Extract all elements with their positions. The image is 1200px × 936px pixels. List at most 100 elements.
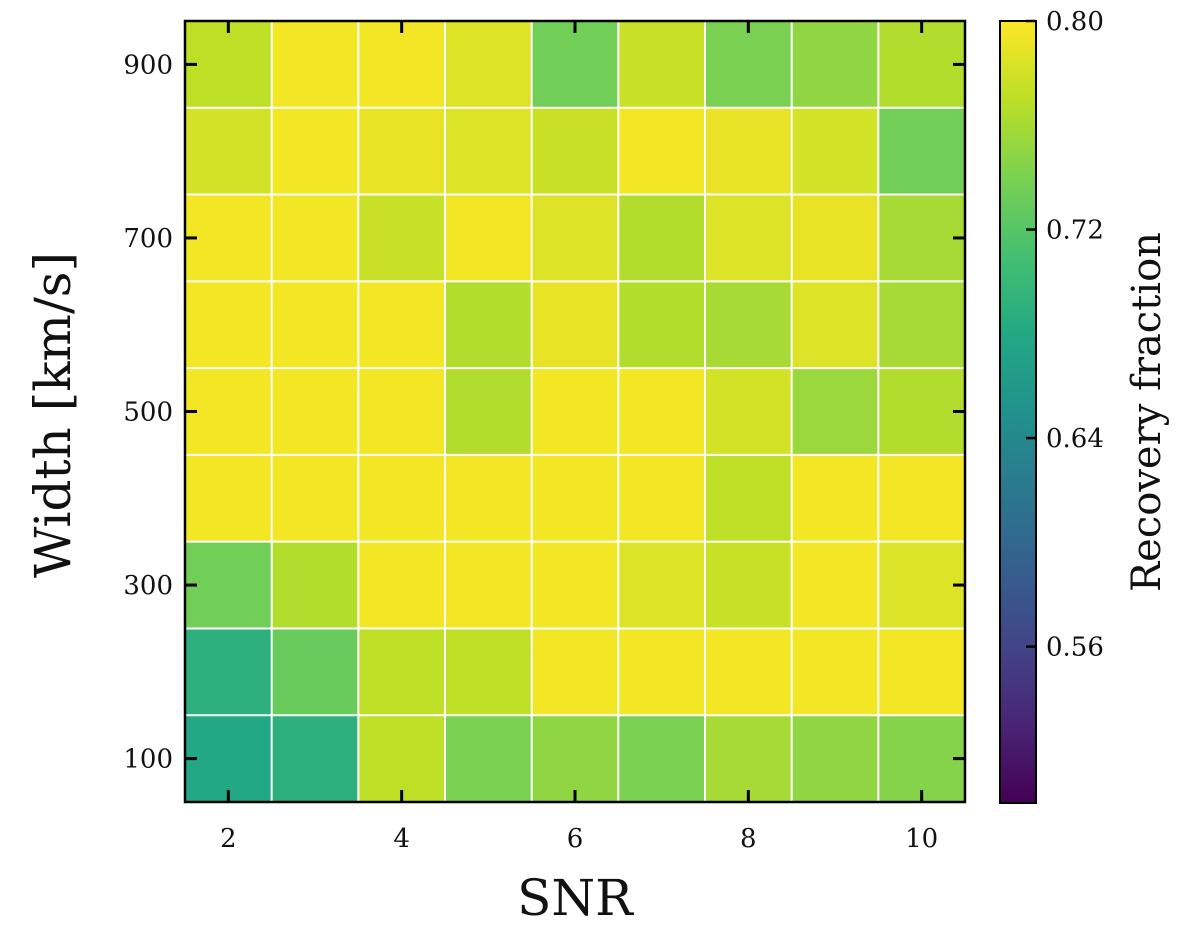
heatmap-cell bbox=[618, 107, 706, 196]
heatmap-cell bbox=[445, 194, 533, 282]
heatmap-cell bbox=[878, 281, 966, 369]
heatmap-cell bbox=[358, 628, 446, 716]
heatmap-cell bbox=[445, 715, 533, 803]
heatmap-cell bbox=[878, 541, 966, 629]
heatmap-cell bbox=[358, 715, 446, 803]
heatmap-cell bbox=[445, 368, 533, 456]
axis-tick-labels: 2 4 6 8 10 100 300 500 700 900 bbox=[123, 50, 938, 854]
y-axis-title: Width [km/s] bbox=[24, 252, 82, 578]
heatmap-cell bbox=[358, 454, 446, 543]
colorbar-ticks: 0.56 0.64 0.72 0.80 bbox=[1026, 7, 1104, 663]
heatmap-cell bbox=[791, 715, 879, 803]
heatmap-cell bbox=[445, 21, 533, 109]
heatmap-cell bbox=[445, 281, 533, 369]
heatmap-cell bbox=[705, 194, 793, 282]
heatmap-cell bbox=[705, 107, 793, 196]
heatmap-cell bbox=[531, 281, 619, 369]
heatmap-cell bbox=[358, 281, 446, 369]
y-tick-label: 300 bbox=[123, 571, 173, 601]
heatmap-cell bbox=[618, 21, 706, 109]
heatmap-cell bbox=[531, 21, 619, 109]
heatmap-cell bbox=[878, 715, 966, 803]
heatmap-cell bbox=[705, 628, 793, 716]
heatmap-cell bbox=[791, 194, 879, 282]
heatmap-cell bbox=[618, 281, 706, 369]
heatmap-cell bbox=[271, 541, 359, 629]
heatmap-cell bbox=[791, 107, 879, 196]
heatmap-cell bbox=[878, 107, 966, 196]
heatmap-cell bbox=[705, 368, 793, 456]
colorbar-tick-label: 0.56 bbox=[1046, 633, 1104, 663]
heatmap-cell bbox=[705, 21, 793, 109]
x-tick-label: 10 bbox=[905, 824, 938, 854]
heatmap-cell bbox=[705, 281, 793, 369]
heatmap-cell bbox=[531, 194, 619, 282]
heatmap-cell bbox=[185, 107, 273, 196]
x-tick-label: 8 bbox=[740, 824, 757, 854]
colorbar bbox=[999, 20, 1037, 804]
x-tick-label: 2 bbox=[220, 824, 237, 854]
heatmap-cell bbox=[618, 194, 706, 282]
x-tick-label: 6 bbox=[567, 824, 584, 854]
heatmap-cell bbox=[618, 628, 706, 716]
heatmap-cell bbox=[358, 541, 446, 629]
x-tick-label: 4 bbox=[393, 824, 410, 854]
colorbar-tick-label: 0.80 bbox=[1046, 7, 1104, 37]
heatmap-cell bbox=[531, 107, 619, 196]
heatmap-cell bbox=[791, 454, 879, 543]
heatmap-cell bbox=[445, 628, 533, 716]
heatmap-cell bbox=[705, 541, 793, 629]
y-tick-label: 900 bbox=[123, 50, 173, 80]
heatmap-cell bbox=[878, 194, 966, 282]
heatmap-cell bbox=[791, 281, 879, 369]
heatmap-cell bbox=[878, 454, 966, 543]
heatmap-cell bbox=[618, 454, 706, 543]
y-tick-label: 500 bbox=[123, 398, 173, 428]
heatmap-cell bbox=[531, 541, 619, 629]
heatmap-cell bbox=[271, 454, 359, 543]
heatmap-cells bbox=[185, 21, 966, 803]
heatmap-cell bbox=[618, 368, 706, 456]
x-axis-title: SNR bbox=[517, 869, 634, 927]
heatmap-cell bbox=[358, 194, 446, 282]
y-tick-label: 100 bbox=[123, 745, 173, 775]
heatmap-cell bbox=[358, 368, 446, 456]
colorbar-tick-label: 0.64 bbox=[1046, 424, 1104, 454]
heatmap-cell bbox=[358, 107, 446, 196]
heatmap-cell bbox=[705, 454, 793, 543]
heatmap-cell bbox=[618, 541, 706, 629]
heatmap-cell bbox=[878, 368, 966, 456]
heatmap-cell bbox=[445, 107, 533, 196]
heatmap-cell bbox=[185, 628, 273, 716]
heatmap-cell bbox=[185, 281, 273, 369]
heatmap-cell bbox=[791, 21, 879, 109]
heatmap-gridlines bbox=[185, 21, 965, 802]
heatmap-cell bbox=[271, 107, 359, 196]
heatmap-cell bbox=[185, 541, 273, 629]
heatmap-cell bbox=[185, 715, 273, 803]
colorbar-title: Recovery fraction bbox=[1124, 232, 1170, 592]
heatmap-cell bbox=[791, 541, 879, 629]
heatmap-cell bbox=[445, 541, 533, 629]
heatmap-cell bbox=[878, 628, 966, 716]
heatmap-cell bbox=[271, 368, 359, 456]
colorbar-tick-label: 0.72 bbox=[1046, 216, 1104, 246]
axis-ticks bbox=[185, 21, 965, 802]
heatmap-cell bbox=[531, 715, 619, 803]
heatmap-cell bbox=[705, 715, 793, 803]
heatmap-cell bbox=[531, 454, 619, 543]
heatmap-cell bbox=[791, 628, 879, 716]
heatmap-cell bbox=[531, 628, 619, 716]
heatmap-cell bbox=[531, 368, 619, 456]
heatmap-cell bbox=[791, 368, 879, 456]
heatmap-cell bbox=[271, 628, 359, 716]
heatmap-cell bbox=[185, 454, 273, 543]
heatmap-cell bbox=[271, 281, 359, 369]
heatmap-cell bbox=[878, 21, 966, 109]
heatmap-cell bbox=[358, 21, 446, 109]
heatmap-cell bbox=[271, 715, 359, 803]
heatmap-cell bbox=[445, 454, 533, 543]
heatmap-cell bbox=[185, 194, 273, 282]
y-tick-label: 700 bbox=[123, 224, 173, 254]
